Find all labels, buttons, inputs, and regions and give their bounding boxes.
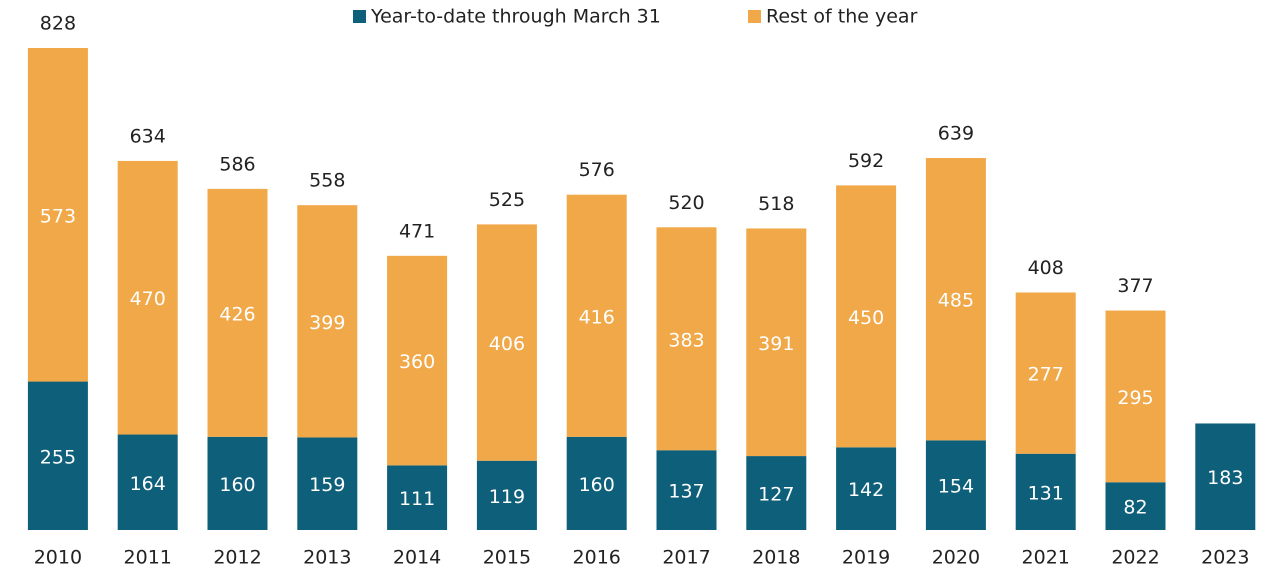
data-label: 426 — [219, 303, 255, 325]
total-label: 518 — [758, 193, 794, 215]
bar-segment — [297, 205, 358, 438]
data-label: 82 — [1123, 497, 1147, 519]
x-tick-label: 2022 — [1111, 547, 1159, 569]
bar-segment — [925, 158, 986, 441]
x-tick-label: 2015 — [483, 547, 531, 569]
bar-segment — [297, 437, 358, 530]
legend-label: Year-to-date through March 31 — [370, 6, 661, 28]
data-label: 406 — [489, 333, 525, 355]
data-label: 255 — [40, 446, 76, 468]
bar-segment — [476, 460, 537, 530]
bar-segment — [566, 194, 627, 437]
total-label: 525 — [489, 189, 525, 211]
bar-segment — [207, 436, 268, 530]
total-label: 408 — [1028, 257, 1064, 279]
bar-segment — [117, 160, 178, 435]
bar-segment — [387, 465, 448, 530]
bar-segment — [746, 456, 807, 530]
x-tick-label: 2012 — [213, 547, 261, 569]
bar-segment — [1105, 310, 1166, 483]
legend-swatch — [353, 10, 366, 23]
data-label: 137 — [668, 481, 704, 503]
data-label: 111 — [399, 488, 435, 510]
x-tick-label: 2010 — [34, 547, 82, 569]
data-label: 159 — [309, 474, 345, 496]
bar-segment — [1015, 292, 1076, 454]
bar-segment — [27, 48, 88, 382]
data-label: 470 — [130, 288, 166, 310]
bar-segment — [27, 381, 88, 530]
x-tick-label: 2021 — [1022, 547, 1070, 569]
data-label: 360 — [399, 351, 435, 373]
x-tick-label: 2017 — [662, 547, 710, 569]
bar-segment — [746, 228, 807, 457]
bar-segment — [1195, 423, 1256, 530]
total-label: 377 — [1117, 275, 1153, 297]
x-tick-label: 2013 — [303, 547, 351, 569]
data-label: 160 — [219, 474, 255, 496]
data-label: 142 — [848, 479, 884, 501]
data-label: 127 — [758, 484, 794, 506]
data-label: 416 — [579, 306, 615, 328]
total-label: 471 — [399, 220, 435, 242]
data-label: 183 — [1207, 467, 1243, 489]
bar-segment — [836, 185, 897, 448]
data-label: 485 — [938, 290, 974, 312]
data-label: 573 — [40, 205, 76, 227]
total-label: 520 — [668, 192, 704, 214]
x-tick-label: 2023 — [1201, 547, 1249, 569]
data-label: 277 — [1028, 364, 1064, 386]
bar-segment — [656, 227, 717, 451]
x-tick-label: 2019 — [842, 547, 890, 569]
data-label: 383 — [668, 329, 704, 351]
bar-segment — [207, 188, 268, 437]
bar-segment — [656, 450, 717, 530]
bar-segment — [836, 447, 897, 530]
bar-segment — [566, 436, 627, 530]
bar-segment — [925, 440, 986, 530]
total-label: 639 — [938, 123, 974, 145]
legend-label: Rest of the year — [766, 6, 918, 28]
bar-segment — [1015, 453, 1076, 530]
total-label: 828 — [40, 13, 76, 35]
data-label: 164 — [130, 473, 166, 495]
legend-swatch — [748, 10, 761, 23]
data-label: 295 — [1117, 387, 1153, 409]
total-label: 634 — [130, 125, 166, 147]
total-label: 592 — [848, 150, 884, 172]
x-tick-label: 2016 — [573, 547, 621, 569]
data-label: 131 — [1028, 482, 1064, 504]
bar-segment — [117, 434, 178, 530]
x-tick-label: 2018 — [752, 547, 800, 569]
x-tick-label: 2011 — [124, 547, 172, 569]
data-label: 399 — [309, 312, 345, 334]
total-label: 558 — [309, 170, 345, 192]
bar-segment — [1105, 482, 1166, 530]
total-label: 576 — [579, 159, 615, 181]
legend: Year-to-date through March 31 Rest of th… — [353, 6, 918, 28]
bar-segment — [387, 255, 448, 466]
x-tick-label: 2014 — [393, 547, 441, 569]
data-label: 154 — [938, 476, 974, 498]
x-tick-label: 2020 — [932, 547, 980, 569]
data-label: 391 — [758, 333, 794, 355]
data-label: 160 — [579, 474, 615, 496]
data-label: 450 — [848, 307, 884, 329]
total-label: 586 — [219, 153, 255, 175]
data-label: 119 — [489, 486, 525, 508]
bar-segment — [476, 224, 537, 461]
